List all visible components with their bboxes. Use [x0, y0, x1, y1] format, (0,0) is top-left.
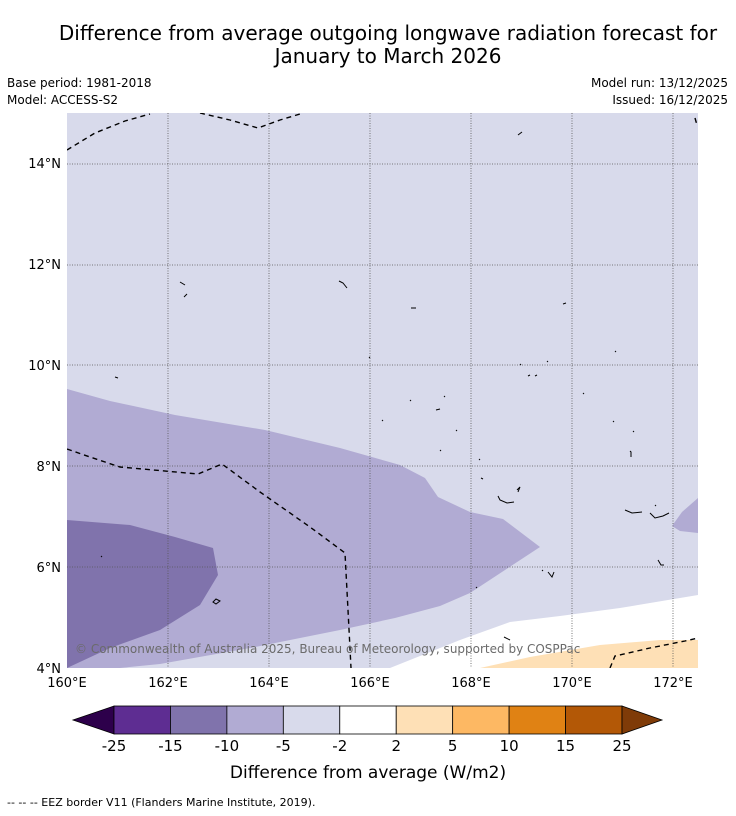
eez-legend-note: -- -- -- EEZ border V11 (Flanders Marine… [7, 796, 316, 809]
graticule [67, 113, 698, 668]
anomaly-field-east-pocket [672, 498, 698, 533]
colorbar-extend-low [71, 705, 115, 735]
lat-label: 4°N [37, 662, 62, 677]
colorbar-segment [282, 705, 341, 735]
title-line-2: January to March 2026 [274, 44, 502, 68]
lat-label: 12°N [28, 258, 61, 273]
colorbar-segment [565, 705, 623, 735]
meta-left: Base period: 1981-2018 Model: ACCESS-S2 [7, 75, 152, 109]
lon-label: 172°E [653, 676, 693, 691]
lat-label: 10°N [28, 359, 61, 374]
lon-label: 170°E [552, 676, 592, 691]
title-line-1: Difference from average outgoing longwav… [58, 21, 718, 45]
lon-label: 160°E [47, 676, 87, 691]
lat-label: 14°N [28, 157, 61, 172]
colorbar-segment [170, 705, 228, 735]
latitude-labels: 14°N 12°N 10°N 8°N 6°N 4°N [28, 157, 61, 677]
colorbar-tick-label: 2 [391, 737, 401, 755]
colorbar-segment [113, 705, 171, 735]
colorbar-segment [452, 705, 510, 735]
eez-borders [67, 113, 698, 668]
issued-date: Issued: 16/12/2025 [612, 93, 728, 107]
colorbar-extend-high [621, 705, 664, 735]
model-name: Model: ACCESS-S2 [7, 93, 119, 107]
anomaly-field-dark-purple [67, 520, 218, 668]
lon-label: 164°E [249, 676, 289, 691]
colorbar-tick-label: -10 [215, 737, 240, 755]
colorbar-segment [508, 705, 566, 735]
colorbar-tick-label: -25 [102, 737, 127, 755]
island-outlines [100, 131, 670, 641]
colorbar-segment [339, 705, 397, 735]
anomaly-field-positive [480, 640, 698, 668]
colorbar-tick-label: -15 [158, 737, 183, 755]
base-period: Base period: 1981-2018 [7, 76, 152, 90]
map-panel: © Commonwealth of Australia 2025, Bureau… [28, 113, 698, 691]
colorbar-segment [395, 705, 454, 735]
longitude-labels: 160°E 162°E 164°E 166°E 168°E 170°E 172°… [47, 676, 693, 691]
lat-label: 6°N [37, 561, 62, 576]
lon-label: 166°E [350, 676, 390, 691]
model-run: Model run: 13/12/2025 [590, 76, 728, 90]
colorbar-segment [226, 705, 284, 735]
colorbar-tick-label: 10 [500, 737, 519, 755]
colorbar-tick-label: 5 [448, 737, 458, 755]
colorbar-tick-label: -2 [332, 737, 347, 755]
lon-label: 162°E [148, 676, 188, 691]
colorbar-tick-label: 25 [612, 737, 631, 755]
colorbar-label: Difference from average (W/m2) [230, 763, 506, 783]
lat-label: 8°N [37, 460, 62, 475]
lon-label: 168°E [451, 676, 491, 691]
meta-right: Model run: 13/12/2025 Issued: 16/12/2025 [591, 75, 728, 109]
colorbar: -25 -15 -10 -5 -2 2 5 10 15 25 Difference from av… [71, 705, 664, 783]
colorbar-tick-label: -5 [276, 737, 291, 755]
map-title: Difference from average outgoing longwav… [0, 22, 736, 68]
colorbar-tick-label: 15 [556, 737, 575, 755]
copyright-notice: © Commonwealth of Australia 2025, Bureau… [75, 642, 580, 656]
